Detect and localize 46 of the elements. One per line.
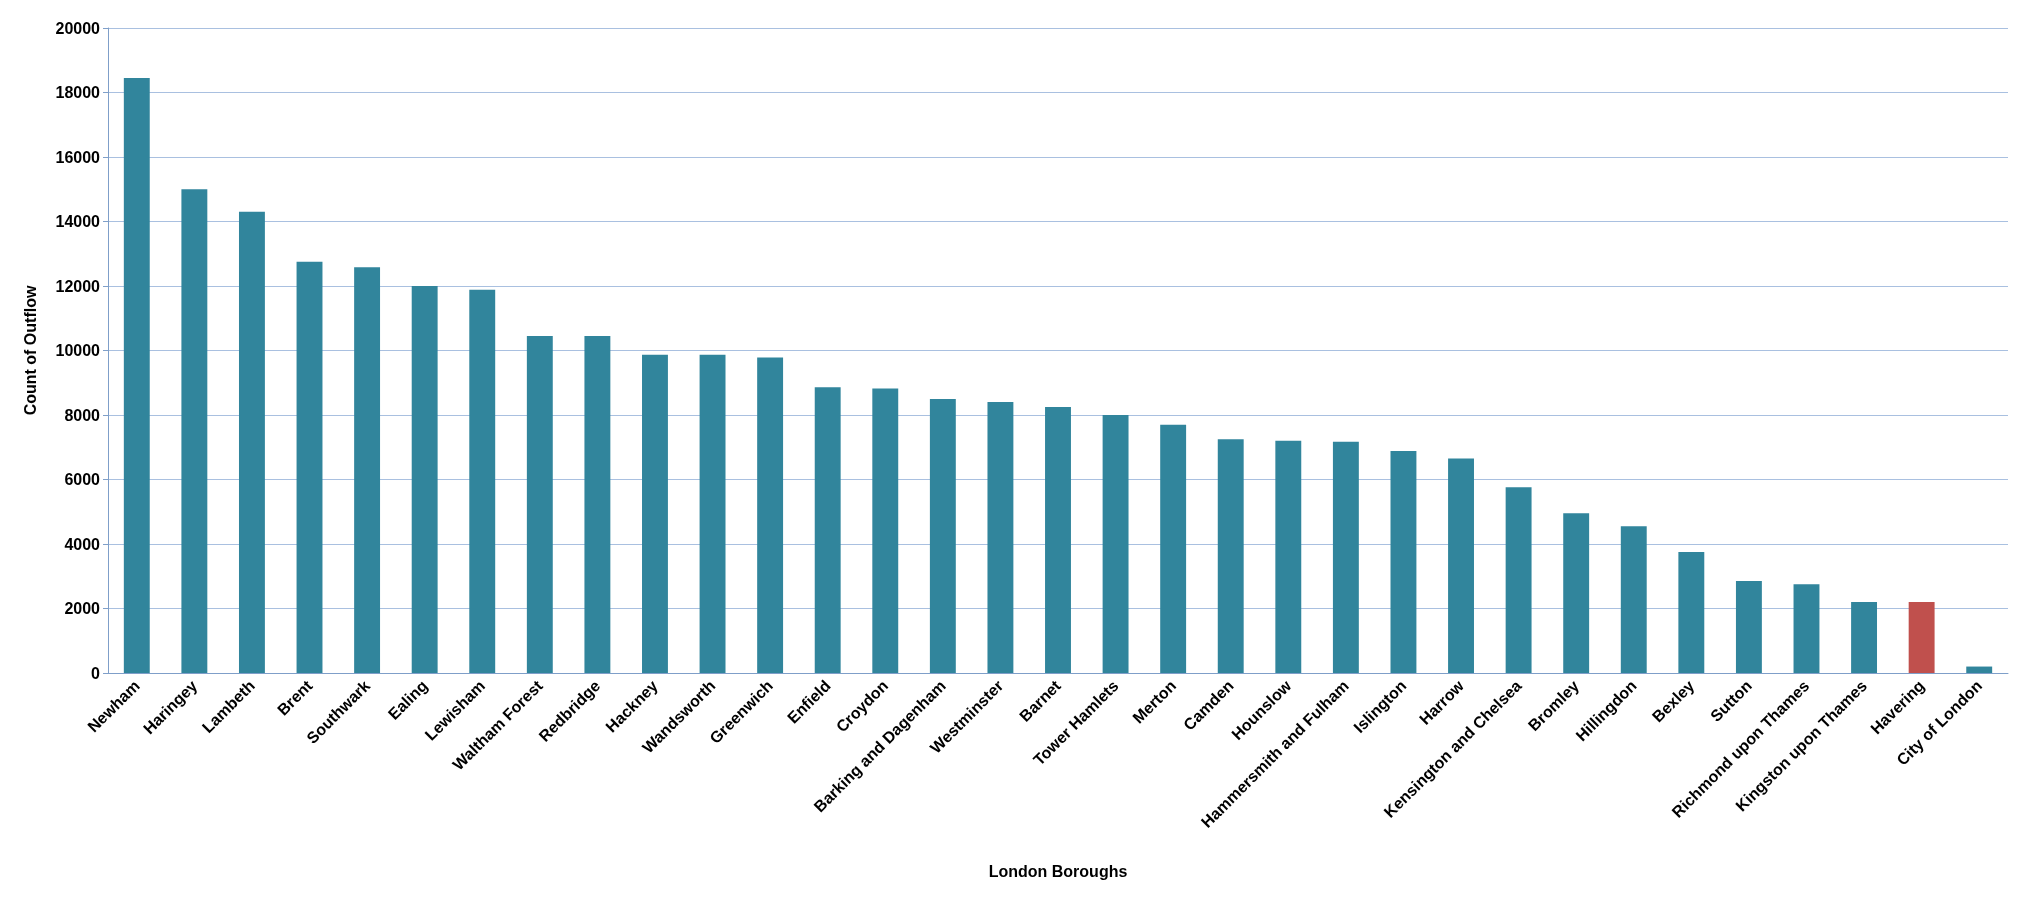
bar [1620,526,1647,673]
bar [929,398,956,673]
bar [1160,424,1187,673]
bar [296,261,323,673]
bar [1563,513,1590,673]
bar [354,267,381,673]
bar [1908,602,1935,673]
y-tick-label: 20000 [55,19,101,37]
bar [814,387,841,673]
bar [1505,487,1532,673]
bar [123,77,150,673]
bar [1102,415,1129,673]
y-tick-label: 10000 [55,342,101,359]
x-axis-title: London Boroughs [988,862,1128,880]
bar [469,289,496,673]
y-tick-label: 2000 [64,600,101,617]
y-tick-label: 4000 [64,535,101,553]
bar [584,335,611,673]
bar [757,357,784,673]
y-tick-label: 8000 [64,406,101,424]
y-tick-label: 12000 [55,277,101,295]
bar [699,354,726,673]
bar [1793,584,1820,673]
y-tick-label: 6000 [64,471,101,488]
bar [1275,440,1302,673]
bar [872,388,899,673]
y-tick-label: 18000 [55,84,101,101]
bar [1735,581,1762,673]
bar [411,286,438,673]
bar [1332,441,1359,673]
bar [1448,458,1474,673]
bar [238,211,265,673]
bar [526,335,553,673]
bar [1851,602,1878,673]
bar [1045,406,1071,673]
bar [987,402,1014,673]
y-tick-label: 14000 [55,213,101,230]
bar [642,354,668,673]
bar [1217,439,1244,673]
bar [1966,666,1993,673]
y-axis-title: Count of Outflow [21,285,39,416]
bar [181,189,208,673]
y-tick-label: 16000 [55,148,101,166]
bar [1390,451,1417,673]
bar [1678,552,1705,673]
y-tick-label: 0 [91,664,101,682]
